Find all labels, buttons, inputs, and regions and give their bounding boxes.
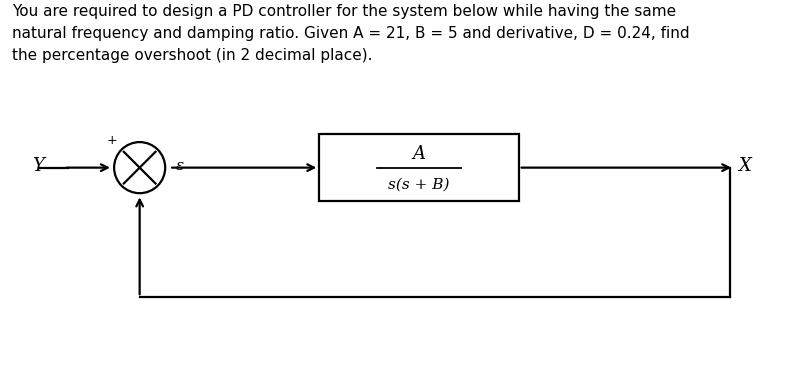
Text: X: X (738, 157, 751, 175)
Text: +: + (106, 134, 117, 147)
Text: Y: Y (32, 157, 44, 175)
Text: ε: ε (176, 159, 184, 173)
Text: -: - (136, 198, 140, 212)
Text: s(s + B): s(s + B) (388, 177, 450, 191)
Bar (319, 134, 519, 201)
Text: You are required to design a PD controller for the system below while having the: You are required to design a PD controll… (12, 4, 689, 63)
Text: A: A (413, 145, 425, 163)
